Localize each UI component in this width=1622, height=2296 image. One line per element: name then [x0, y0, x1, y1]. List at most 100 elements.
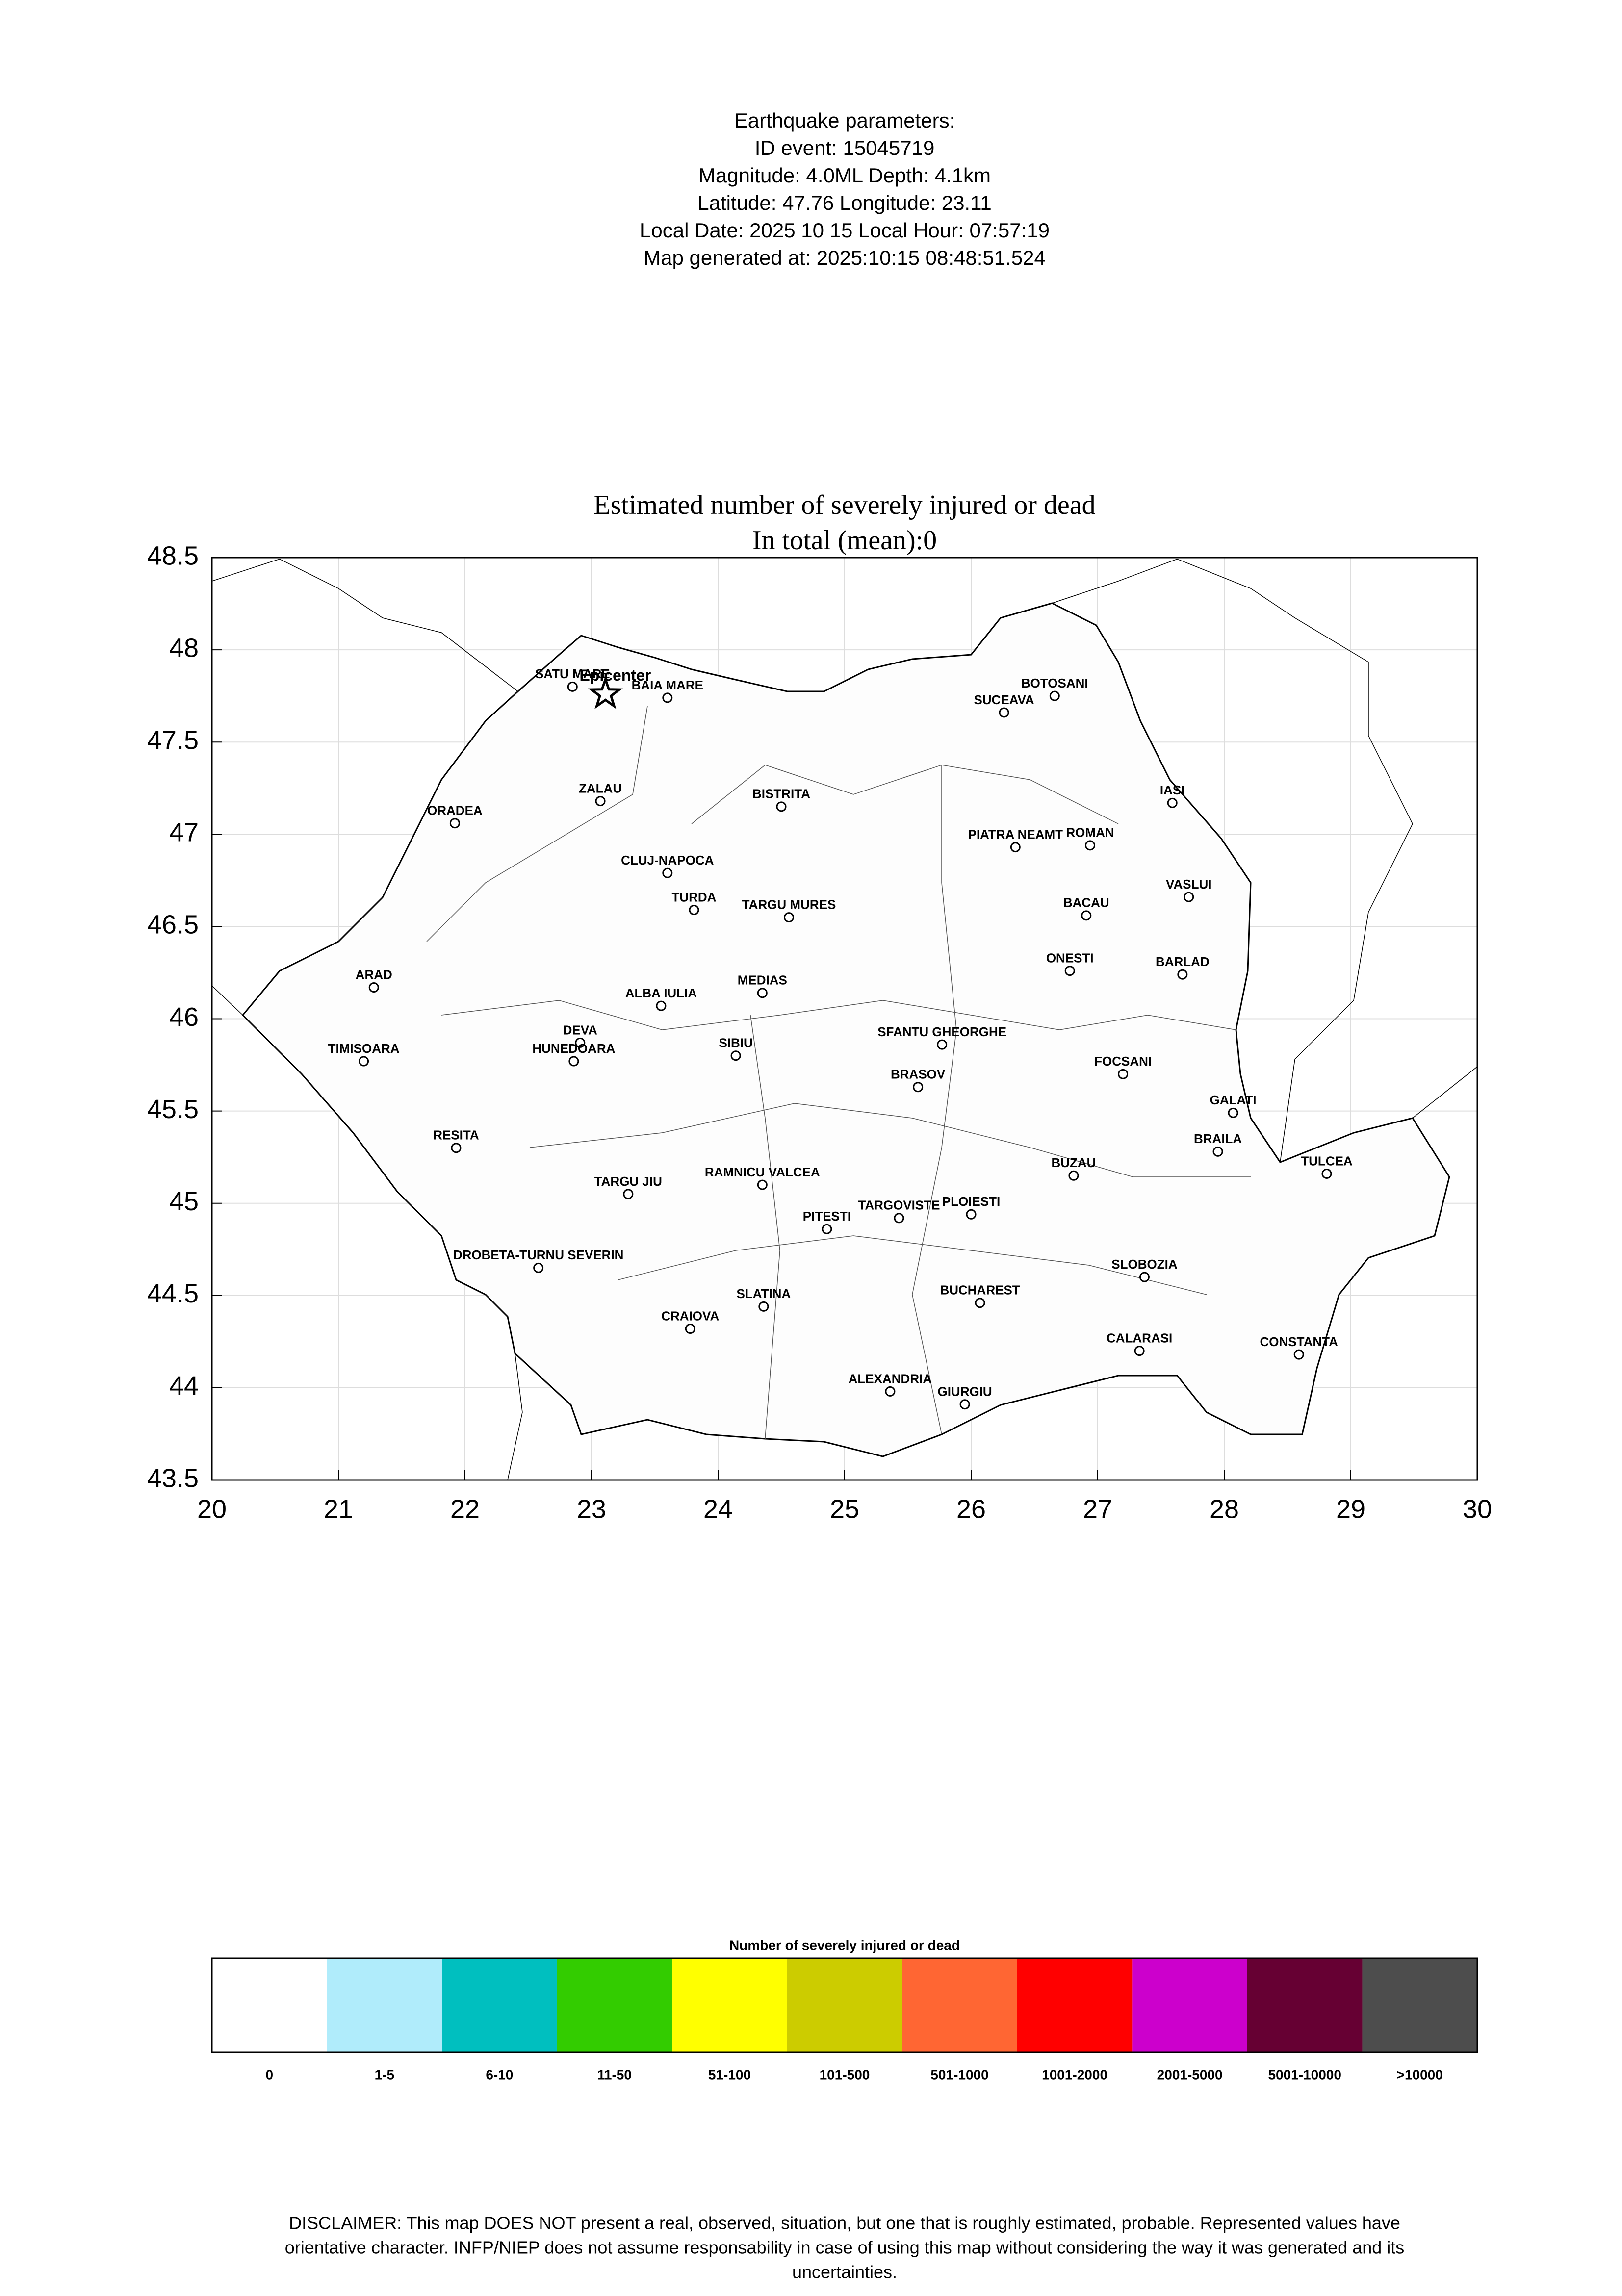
city-marker — [966, 1209, 977, 1220]
legend-label: 51-100 — [708, 2067, 751, 2082]
city-label: ARAD — [356, 967, 392, 982]
city-label: SLATINA — [737, 1286, 791, 1301]
city-label: BRAILA — [1194, 1131, 1242, 1146]
city-label: BUZAU — [1051, 1155, 1096, 1170]
disclaimer-line: uncertainties. — [792, 2262, 897, 2282]
legend-label: 11-50 — [597, 2067, 632, 2082]
legend-label: 501-1000 — [930, 2067, 988, 2082]
legend-swatch — [1247, 1958, 1363, 2052]
city-label: RAMNICU VALCEA — [705, 1165, 820, 1179]
city-marker — [894, 1213, 904, 1224]
city-label: FOCSANI — [1094, 1054, 1152, 1069]
city-label: RESITA — [433, 1128, 479, 1143]
city-marker — [1010, 842, 1021, 853]
city-label: BOTOSANI — [1021, 676, 1088, 690]
city-label: VASLUI — [1166, 877, 1211, 892]
legend-label: 5001-10000 — [1268, 2067, 1341, 2082]
city-marker — [368, 982, 379, 993]
y-tick-label: 48 — [169, 633, 199, 663]
city-label: PLOIESTI — [942, 1194, 1000, 1209]
city-marker — [913, 1082, 924, 1093]
city-marker — [1081, 910, 1092, 921]
city-marker — [783, 912, 794, 923]
neighbor-border — [1052, 559, 1413, 1162]
y-tick-label: 45.5 — [147, 1095, 199, 1124]
city-marker — [822, 1224, 832, 1234]
city-label: SATU MARE — [535, 666, 610, 681]
city-label: GIURGIU — [937, 1384, 992, 1399]
city-marker — [757, 988, 768, 998]
neighbor-border — [212, 986, 243, 1015]
city-marker — [623, 1189, 634, 1199]
city-label: TARGOVISTE — [858, 1198, 940, 1213]
county-lines — [530, 1103, 1251, 1177]
legend-label: 101-500 — [820, 2067, 870, 2082]
disclaimer-line: DISCLAIMER: This map DOES NOT present a … — [289, 2213, 1400, 2233]
city-marker — [999, 707, 1009, 718]
city-marker — [730, 1050, 741, 1061]
city-marker — [595, 796, 606, 807]
x-tick-label: 29 — [1336, 1494, 1365, 1524]
city-label: ALBA IULIA — [625, 986, 697, 1000]
y-tick-label: 48.5 — [147, 541, 199, 570]
x-tick-label: 21 — [324, 1494, 353, 1524]
legend-label: >10000 — [1397, 2067, 1443, 2082]
x-tick-label: 28 — [1210, 1494, 1239, 1524]
neighbor-border — [1413, 1067, 1477, 1118]
x-tick-label: 27 — [1083, 1494, 1112, 1524]
x-tick-label: 20 — [197, 1494, 227, 1524]
y-tick-label: 45 — [169, 1187, 199, 1216]
epicenter-label: Epicenter — [579, 666, 651, 684]
city-marker — [449, 818, 460, 829]
city-marker — [685, 1324, 695, 1334]
header-line: Latitude: 47.76 Longitude: 23.11 — [697, 191, 991, 214]
city-label: ALEXANDRIA — [849, 1371, 932, 1386]
legend-swatch — [902, 1958, 1017, 2052]
legend-swatch — [327, 1958, 442, 2052]
city-label: TARGU MURES — [742, 897, 836, 912]
city-marker — [662, 867, 673, 878]
neighbor-border — [212, 559, 518, 691]
city-marker — [937, 1039, 948, 1050]
city-label: CRAIOVA — [661, 1308, 719, 1323]
city-label: SFANTU GHEORGHE — [877, 1024, 1006, 1039]
county-lines — [912, 765, 956, 1434]
city-marker — [758, 1301, 769, 1312]
map-subtitle: In total (mean):0 — [752, 525, 937, 556]
city-label: ROMAN — [1066, 825, 1114, 840]
legend-swatch — [672, 1958, 787, 2052]
legend-label: 1001-2000 — [1042, 2067, 1107, 2082]
city-label: BARLAD — [1156, 954, 1210, 969]
city-marker — [1177, 969, 1188, 980]
city-label: IASI — [1160, 783, 1185, 797]
legend-title: Number of severely injured or dead — [729, 1938, 960, 1953]
map-title: Estimated number of severely injured or … — [593, 490, 1095, 520]
city-label: PITESTI — [803, 1209, 851, 1224]
city-label: ORADEA — [427, 803, 483, 818]
legend-label: 6-10 — [486, 2067, 513, 2082]
romania-border — [243, 603, 1449, 1456]
city-label: SLOBOZIA — [1111, 1257, 1178, 1272]
city-label: CLUJ-NAPOCA — [621, 853, 714, 867]
county-lines — [427, 706, 647, 942]
city-marker — [959, 1399, 970, 1410]
county-lines — [692, 765, 1118, 824]
legend-swatch — [557, 1958, 672, 2052]
legend-frame — [211, 1957, 1478, 2053]
legend-swatch — [442, 1958, 557, 2052]
city-marker — [575, 1037, 586, 1048]
city-label: BISTRITA — [752, 787, 810, 801]
map-outline — [212, 559, 1477, 1480]
city-marker — [1167, 797, 1178, 808]
header-line: Magnitude: 4.0ML Depth: 4.1km — [698, 164, 991, 187]
x-tick-label: 23 — [577, 1494, 606, 1524]
x-tick-label: 30 — [1463, 1494, 1492, 1524]
city-marker — [885, 1386, 896, 1397]
city-marker — [1118, 1069, 1129, 1079]
city-marker — [975, 1298, 985, 1308]
county-lines — [618, 1236, 1207, 1295]
county-lines — [441, 1000, 1236, 1030]
borders — [212, 559, 1477, 1480]
legend-swatch — [1132, 1958, 1247, 2052]
city-marker — [776, 801, 787, 812]
